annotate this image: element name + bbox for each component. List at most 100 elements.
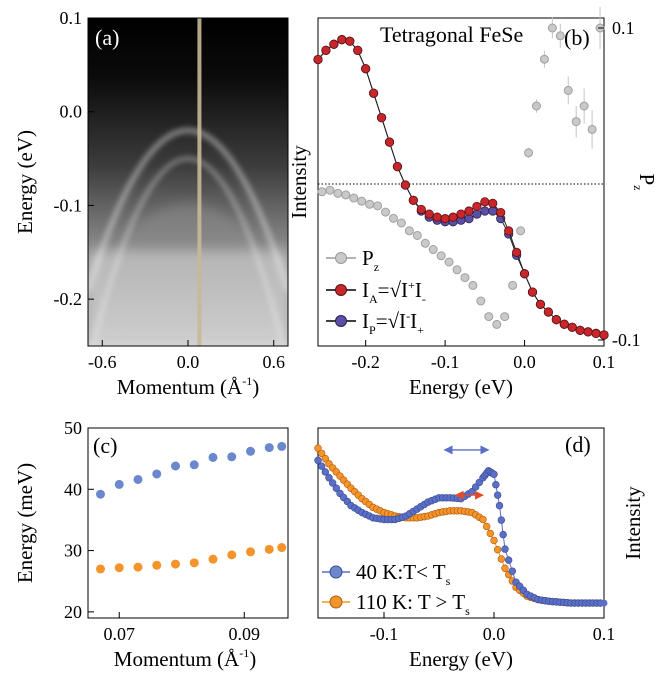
series-40k-point: [493, 491, 502, 499]
series-ia: [313, 35, 609, 340]
ia-point: [559, 319, 569, 329]
panel-c-ytick-label: 50: [64, 418, 82, 438]
orange-point: [277, 543, 287, 553]
ia-point: [353, 45, 363, 55]
ia-point: [361, 64, 371, 74]
panel-c-xlabel: Momentum (Å-1): [114, 646, 256, 671]
svg-text:Pz: Pz: [362, 246, 379, 274]
ia-point: [329, 39, 339, 49]
series-110k-point: [317, 449, 326, 458]
blue-point: [246, 446, 255, 456]
ia-point: [583, 327, 593, 337]
ia-point: [464, 206, 474, 216]
pz-point: [412, 230, 422, 240]
pz-point: [579, 101, 589, 111]
panel-a-xtick-label: 0.6: [262, 352, 285, 372]
panel-a-ticks: -0.6 0.0 0.6 0.1 0.0 -0.1 -0.2: [54, 8, 285, 372]
orange-point: [189, 558, 199, 568]
series-110k-point: [497, 555, 506, 563]
panel-d: -0.1 0.0 0.1 (d) Intensity Energy (eV) 40 …: [314, 427, 645, 671]
ia-point: [456, 209, 466, 219]
blue-point: [189, 460, 199, 470]
series-40k-point: [495, 501, 504, 510]
panel-b-xtick-label: -0.1: [431, 352, 460, 372]
panel-b-legend: Pz IA=√I+I- IP=√I-I+: [326, 246, 426, 337]
series-110k-point: [486, 529, 495, 538]
pz-point: [452, 265, 462, 275]
panel-a-ytick-label: -0.1: [54, 195, 83, 215]
ia-point: [345, 36, 355, 46]
series-40k-point: [492, 481, 500, 489]
panel-c-xtick-label: 0.07: [104, 624, 136, 644]
panel-b-xtick-label: -0.2: [351, 352, 380, 372]
series-40k-point: [508, 567, 517, 575]
panel-b-ylabel: Intensity: [287, 145, 311, 219]
ia-point: [440, 214, 450, 224]
ia-point: [567, 322, 577, 332]
panel-d-xlabel: Energy (eV): [409, 647, 513, 671]
panel-a-xlabel: Momentum (Å-1): [117, 374, 259, 399]
blue-point: [133, 474, 143, 484]
ia-point: [321, 45, 331, 55]
panel-c-label: (c): [93, 433, 117, 458]
panel-d-series: [314, 444, 608, 607]
pz-point: [460, 273, 470, 283]
ia-point: [591, 328, 601, 339]
ia-point: [575, 325, 585, 335]
panel-d-ticks: -0.1 0.0 0.1: [370, 612, 615, 644]
panel-a-ytick-label: 0.1: [60, 8, 83, 28]
ia-point: [480, 197, 490, 207]
ip-point: [480, 206, 490, 216]
orange-point: [171, 559, 180, 569]
orange-point: [227, 550, 237, 560]
panel-a-xtick-label: -0.6: [88, 352, 117, 372]
panel-a: (a) -0.6 0.0 0.6 0.1 0.0 -0.1 -0.2 Energy (eV)…: [13, 8, 289, 399]
pz-point: [396, 218, 406, 228]
ia-point: [543, 307, 553, 317]
pz-point: [373, 201, 383, 211]
ia-point: [551, 315, 561, 325]
ia-point: [504, 226, 514, 236]
pz-point: [325, 185, 335, 195]
svg-text:IA=√I+I-: IA=√I+I-: [362, 278, 426, 306]
pz-point: [539, 54, 549, 64]
series-40k-point: [328, 479, 337, 487]
panel-b-y2tick-label: 0.1: [612, 18, 635, 38]
ia-point: [400, 180, 410, 190]
pz-point: [484, 312, 494, 322]
panel-a-ylabel: Energy (eV): [13, 130, 37, 234]
pz-point: [349, 193, 359, 203]
panel-b-xlabel: Energy (eV): [409, 375, 513, 399]
pz-point: [381, 207, 391, 217]
svg-text:IP=√I-I+: IP=√I-I+: [362, 309, 424, 337]
series-110k-point: [482, 522, 491, 531]
series-40k-point: [321, 468, 330, 476]
orange-point: [152, 560, 162, 570]
pz-point: [428, 245, 438, 255]
ia-point: [488, 198, 498, 208]
ia-point: [432, 212, 442, 222]
legend-item-pz: Pz: [326, 246, 379, 274]
pz-point: [508, 280, 518, 290]
series-40k-point: [600, 599, 608, 607]
legend-item-40k: 40 K:T< Ts: [322, 560, 451, 588]
series-110k-point: [321, 454, 330, 463]
ia-point: [337, 35, 347, 45]
panel-d-xtick-label: -0.1: [370, 624, 399, 644]
pz-point: [341, 190, 351, 200]
panel-a-ytick-label: 0.0: [60, 102, 83, 122]
pz-point: [492, 319, 502, 329]
panel-b-y2label: Pz: [631, 173, 659, 190]
pz-point: [333, 188, 343, 198]
panel-d-xtick-label: 0.0: [483, 624, 506, 644]
ia-point: [313, 54, 323, 65]
ia-point: [369, 88, 379, 98]
series-40k-point: [501, 545, 509, 553]
ia-point: [384, 137, 395, 147]
panel-d-label: (d): [565, 432, 591, 457]
ia-point: [512, 247, 522, 257]
blue-point: [264, 443, 274, 453]
panel-c-series: [96, 441, 287, 574]
pz-point: [563, 85, 573, 95]
